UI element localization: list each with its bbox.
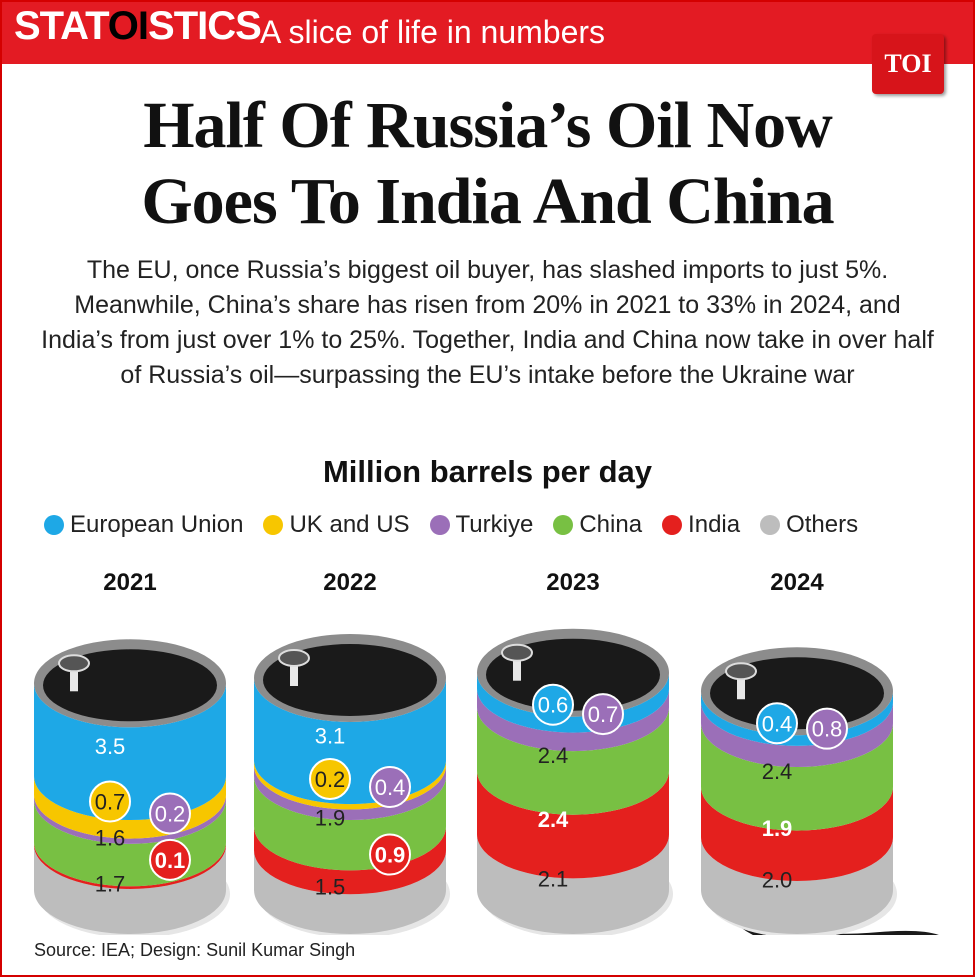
value-bubble-turkiye [369,765,411,808]
segment-others-2022 [254,850,446,934]
value-bubble-turkiye [149,792,191,835]
barrel-chart: 2021 1.7 0.1 1.6 0.2 0.7 3.5 2022 1.5 0.9 1.9 0.4 0.… [34,569,939,935]
segment-turkiye-2024 [701,701,893,768]
segment-india-2023 [477,770,669,879]
chart-title: Million barrels per day [322,454,653,489]
year-label: 2023 [546,569,599,596]
legend-label: European Union [70,511,244,538]
valve-icon [58,654,90,673]
value-bubble-india [369,833,411,876]
oil-spill [720,900,939,935]
legend-swatch-turkiye [429,515,450,535]
legend-swatch-china [553,515,574,535]
data-label-eu: 3.5 [95,734,126,759]
legend-item-uk-us: UK and US [263,511,410,539]
legend-swatch-india [662,515,683,535]
legend-label: Turkiye [455,511,534,538]
data-label-others: 2.1 [538,866,569,891]
data-label-china: 1.6 [95,825,126,850]
segment-others-2023 [477,834,669,934]
data-label-india: 0.1 [155,848,186,873]
tap-icon [513,654,521,681]
legend-swatch-uk-us [263,515,284,535]
legend-label: China [579,511,643,538]
legend-item-china: China [553,511,642,539]
source-credit: Source: IEA; Design: Sunil Kumar Singh [34,940,356,960]
data-label-india: 0.9 [375,843,406,868]
year-label: 2024 [770,569,824,596]
page-title: Half Of Russia’s Oil Now Goes To India A… [0,88,975,240]
segment-others-2021 [34,844,226,934]
legend-item-others: Others [760,511,858,539]
valve-icon [278,649,310,667]
data-label-turkiye: 0.8 [812,717,843,742]
brand-logo: STATOISTICS [14,4,262,48]
headline-line-2: Goes To India And China [141,165,834,238]
segment-others-2024 [701,837,893,934]
data-label-others: 1.7 [95,872,126,897]
legend-swatch-others [760,515,781,535]
value-bubble-india [149,838,191,881]
intro-text: The EU, once Russia’s biggest oil buyer,… [41,256,934,389]
value-bubble-eu [756,702,798,745]
value-bubble-turkiye [582,693,624,736]
headline-line-1: Half Of Russia’s Oil Now [143,89,833,162]
value-bubble-uk_us [89,780,131,823]
year-label: 2022 [323,569,376,596]
legend-label: Others [786,511,859,538]
header-bar: STATOISTICS A slice of life in numbers [0,0,975,64]
legend-label: India [688,511,741,538]
data-label-india: 2.4 [538,807,569,832]
toi-logo: TOI [872,34,944,94]
data-label-turkiye: 0.2 [155,801,186,826]
data-label-eu: 0.6 [538,693,569,718]
data-label-others: 1.5 [315,874,346,899]
data-label-others: 2.0 [762,868,793,893]
data-label-eu: 0.4 [762,711,793,736]
legend-item-india: India [662,511,740,539]
value-bubble-eu [532,683,574,726]
valve-icon [501,643,533,662]
segment-eu-2021 [34,683,226,821]
data-label-uk_us: 0.7 [95,790,126,815]
data-label-china: 2.4 [538,743,569,768]
data-label-turkiye: 0.4 [375,775,406,800]
data-label-china: 1.9 [315,805,346,830]
value-bubble-turkiye [806,707,848,750]
segment-china-2024 [701,723,893,831]
segment-india-2022 [254,826,446,895]
data-label-uk_us: 0.2 [315,767,346,792]
segment-turkiye-2022 [254,765,446,821]
tap-icon [290,660,298,686]
legend-item-turkiye: Turkiye [429,511,534,539]
segment-turkiye-2023 [477,688,669,752]
data-label-eu: 3.1 [315,723,346,748]
tap-icon [737,673,745,700]
tap-icon [70,665,78,692]
data-label-turkiye: 0.7 [588,702,619,727]
chart-legend: European Union UK and US Turkiye China I… [44,507,944,543]
year-label: 2021 [103,569,156,596]
data-label-china: 2.4 [762,759,793,784]
brand-tagline: A slice of life in numbers [260,14,606,50]
data-label-india: 1.9 [762,816,793,841]
legend-swatch-eu [44,515,64,535]
value-bubble-uk_us [309,758,351,800]
legend-item-eu: European Union [44,511,243,539]
segment-china-2023 [477,707,669,815]
valve-icon [725,662,757,681]
segment-india-2024 [701,786,893,881]
legend-label: UK and US [289,511,410,538]
